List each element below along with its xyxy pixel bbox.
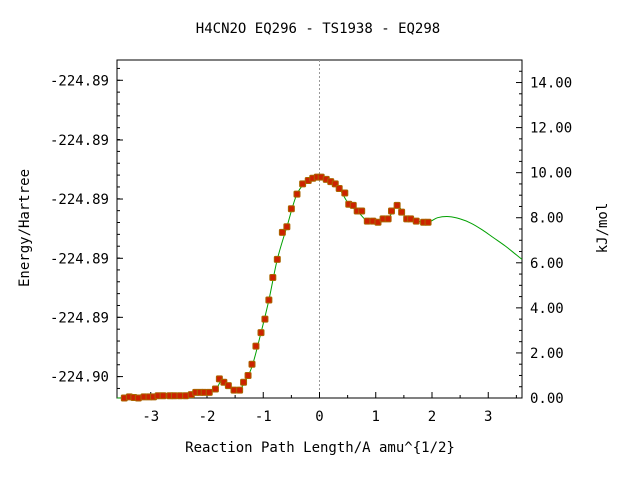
reaction-path-point [358, 207, 366, 215]
reaction-path-point [293, 190, 301, 198]
x-tick-label: -3 [142, 409, 159, 425]
right-tick-label: 6.00 [530, 256, 564, 272]
reaction-path-point [244, 371, 252, 379]
reaction-path-point [257, 329, 265, 337]
reaction-path-point [211, 385, 219, 393]
chart-title: H4CN2O EQ296 - TS1938 - EQ298 [196, 21, 440, 37]
reaction-path-point [393, 201, 401, 209]
x-ticks: -3 -2 -1 0 1 2 3 [122, 392, 517, 425]
x-axis-label: Reaction Path Length/A amu^{1/2} [185, 440, 455, 456]
right-tick-label: 12.00 [530, 121, 572, 137]
reaction-path-point [424, 218, 432, 226]
right-axis-ticks: 0.00 2.00 4.00 6.00 8.00 10.00 12.00 14.00 [516, 59, 572, 407]
left-tick-label: -224.89 [50, 192, 109, 208]
left-tick-label: -224.90 [50, 370, 109, 386]
x-tick-label: -1 [255, 409, 272, 425]
left-tick-label: -224.89 [50, 251, 109, 267]
plot-frame-layer [116, 59, 523, 399]
reaction-path-point [265, 296, 273, 304]
left-tick-label: -224.89 [50, 310, 109, 326]
reaction-path-point [363, 217, 371, 225]
reaction-path-point [398, 208, 406, 216]
reaction-path-point [240, 378, 248, 386]
left-tick-label: -224.89 [50, 73, 109, 89]
reaction-path-point [159, 392, 167, 400]
reaction-path-point [261, 315, 269, 323]
x-tick-label: 1 [372, 409, 380, 425]
x-tick-label: 3 [484, 409, 492, 425]
right-tick-label: 0.00 [530, 391, 564, 407]
right-tick-label: 8.00 [530, 211, 564, 227]
right-tick-label: 10.00 [530, 166, 572, 182]
reaction-path-point [412, 217, 420, 225]
reaction-path-point [384, 215, 392, 223]
reaction-path-point [170, 392, 178, 400]
reaction-path-point [299, 180, 307, 188]
reaction-path-point [283, 223, 291, 231]
reaction-path-point [134, 394, 142, 402]
right-tick-label: 14.00 [530, 76, 572, 92]
reaction-path-point [248, 360, 256, 368]
reaction-path-point [273, 255, 281, 263]
x-tick-label: -2 [199, 409, 216, 425]
x-tick-label: 2 [428, 409, 436, 425]
reaction-path-point [236, 386, 244, 394]
reaction-path-point [182, 392, 190, 400]
right-tick-label: 4.00 [530, 301, 564, 317]
reaction-path-point [341, 189, 349, 197]
reaction-path-point [269, 273, 277, 281]
x-tick-label: 0 [315, 409, 323, 425]
reaction-path-point [407, 215, 415, 223]
reaction-path-point [176, 392, 184, 400]
reaction-path-point [224, 382, 232, 390]
left-axis-ticks: -224.90 -224.89 -224.89 -224.89 -224.89 -224.… [50, 67, 123, 389]
reaction-path-point [205, 388, 213, 396]
reaction-path-point [287, 205, 295, 213]
reaction-path-point [252, 342, 260, 350]
right-tick-label: 2.00 [530, 346, 564, 362]
reaction-path-point [388, 207, 395, 215]
reaction-path-point [335, 184, 343, 192]
reaction-path-point [230, 386, 238, 394]
right-axis-label: kJ/mol [595, 203, 611, 254]
left-axis-label: Energy/Hartree [17, 169, 33, 287]
reaction-path-point [349, 201, 357, 209]
left-tick-label: -224.89 [50, 133, 109, 149]
points-layer [120, 173, 432, 402]
reaction-path-point [278, 228, 286, 236]
